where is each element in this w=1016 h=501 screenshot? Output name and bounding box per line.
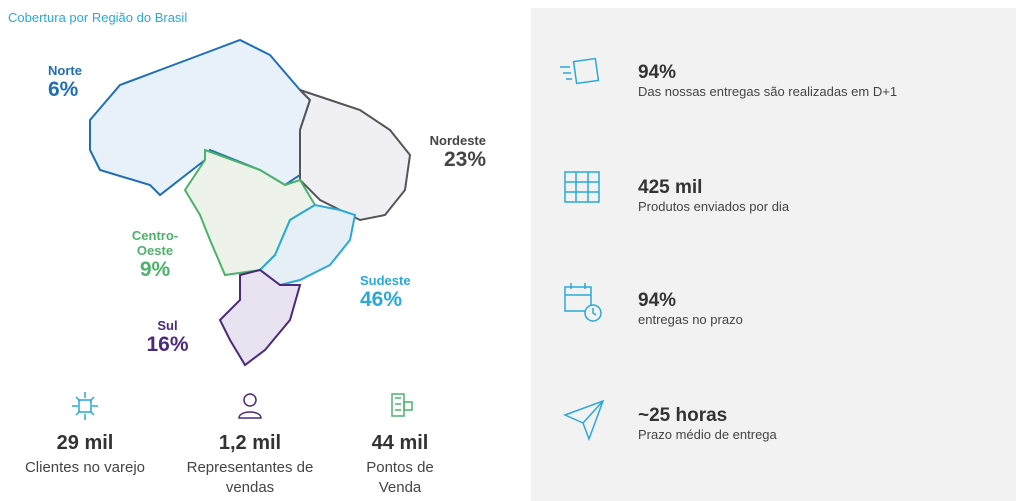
region-name: Centro-Oeste	[131, 228, 179, 258]
pos-icon	[391, 393, 413, 417]
panel-stat: 94% Das nossas entregas são realizadas e…	[638, 62, 897, 99]
region-share: 23%	[443, 148, 486, 171]
region-centro-oeste: Centro-Oeste 9%	[125, 228, 185, 282]
region-share: 16%	[146, 333, 189, 356]
map	[89, 38, 412, 367]
title: Cobertura por Região do Brasil	[8, 10, 188, 25]
panel-stat: ~25 horas Prazo médio de entrega	[638, 405, 777, 442]
sul-shape	[218, 268, 302, 367]
region-sudeste: Sudeste 46%	[360, 273, 411, 312]
reps-icon	[238, 393, 262, 419]
calendar-icon	[564, 283, 602, 322]
stat-label: Das nossas entregas são realizadas em D+…	[638, 84, 898, 99]
stat-label: Clientes no varejo	[24, 459, 146, 476]
clients-icon	[72, 392, 98, 420]
panel-icons	[560, 57, 605, 442]
region-share: 6%	[48, 78, 79, 101]
stat-value: 425 mil	[638, 177, 703, 198]
stat-value: 44 mil	[371, 432, 429, 454]
region-name: Nordeste	[429, 133, 486, 148]
stat-value: 94%	[638, 290, 677, 311]
stat-value: 94%	[638, 62, 677, 83]
region-name: Norte	[48, 63, 82, 78]
stat-value: 29 mil	[56, 432, 114, 454]
products-icon	[564, 171, 600, 203]
panel-stat: 94% entregas no prazo	[638, 290, 743, 327]
stat-label: Representantes de vendas	[186, 459, 314, 496]
delivery-icon	[560, 57, 600, 85]
stat-value: ~25 horas	[638, 405, 728, 426]
region-nordeste: Nordeste 23%	[410, 133, 486, 172]
stat-label: Pontos de Venda	[366, 459, 434, 496]
stat-label: entregas no prazo	[638, 312, 743, 327]
bottom-icons	[72, 392, 413, 420]
region-norte: Norte 6%	[48, 63, 82, 102]
region-share: 46%	[360, 288, 403, 311]
region-share: 9%	[139, 258, 171, 281]
stat-value: 1,2 mil	[218, 432, 282, 454]
panel-stat: 425 mil Produtos enviados por dia	[638, 177, 789, 214]
stat-label: Produtos enviados por dia	[638, 199, 790, 214]
sudeste-shape	[258, 203, 357, 287]
panel	[531, 8, 1016, 501]
region-sul: Sul 16%	[145, 318, 190, 357]
nordeste-shape	[299, 89, 412, 222]
region-name: Sudeste	[360, 273, 411, 288]
region-name: Sul	[157, 318, 178, 333]
send-icon	[563, 399, 605, 442]
stat-label: Prazo médio de entrega	[638, 427, 777, 442]
